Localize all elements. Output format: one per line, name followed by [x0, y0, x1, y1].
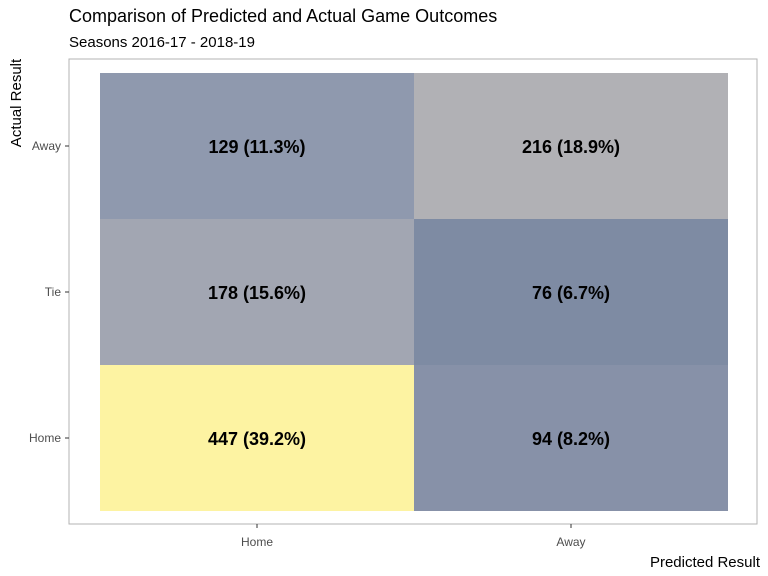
heatmap-tile-tie-home — [100, 219, 414, 365]
heatmap-tile-away-home — [100, 73, 414, 219]
cell-label: 76 (6.7%) — [532, 283, 610, 303]
heatmap-cells: 129 (11.3%) 216 (18.9%) 178 (15.6%) 76 (6.7… — [100, 73, 728, 511]
heatmap-tile-home-away — [414, 365, 728, 511]
y-tick-label: Tie — [45, 285, 62, 299]
heatmap-tile-home-home — [100, 365, 414, 511]
y-tick-label: Home — [29, 431, 61, 445]
x-axis-title: Predicted Result — [650, 554, 761, 571]
x-axis: Home Away — [241, 524, 586, 549]
y-axis-title: Actual Result — [8, 58, 25, 147]
y-axis: Home Tie Away — [29, 139, 69, 445]
cell-label: 94 (8.2%) — [532, 429, 610, 449]
x-tick-label: Home — [241, 535, 273, 549]
chart-title: Comparison of Predicted and Actual Game … — [69, 6, 498, 26]
cell-label: 178 (15.6%) — [208, 283, 306, 303]
cell-label: 216 (18.9%) — [522, 137, 620, 157]
x-tick-label: Away — [556, 535, 585, 549]
heatmap-tile-away-away — [414, 73, 728, 219]
heatmap-tile-tie-away — [414, 219, 728, 365]
cell-label: 447 (39.2%) — [208, 429, 306, 449]
cell-label: 129 (11.3%) — [208, 137, 305, 157]
chart-subtitle: Seasons 2016-17 - 2018-19 — [69, 34, 255, 51]
y-tick-label: Away — [32, 139, 61, 153]
